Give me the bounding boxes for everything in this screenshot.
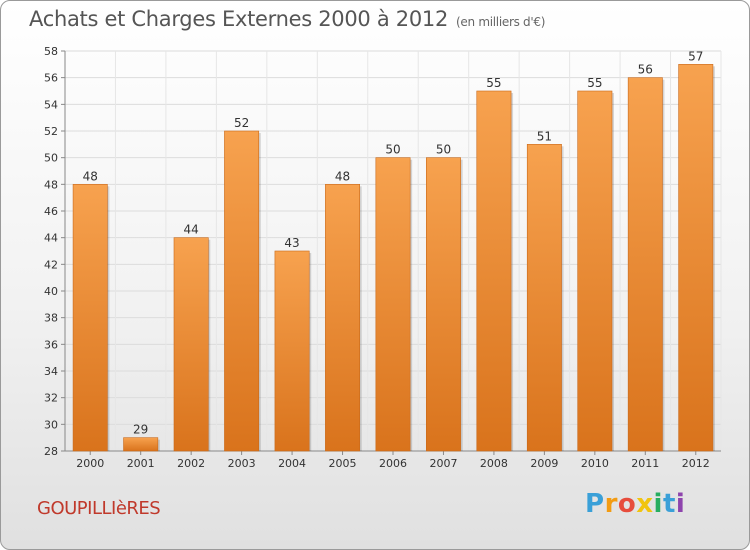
chart-title-text: Achats et Charges Externes 2000 à 2012 <box>29 7 449 31</box>
logo-letter: P <box>585 489 605 519</box>
bar-value-label: 52 <box>234 116 249 130</box>
bars <box>72 64 715 452</box>
bar-value-label: 51 <box>537 129 552 143</box>
y-tick-label: 34 <box>44 365 58 378</box>
bar <box>476 90 512 452</box>
y-tick-label: 28 <box>44 445 58 458</box>
logo-letter: t <box>662 489 676 519</box>
y-tick-label: 38 <box>44 312 58 325</box>
bar-value-label: 43 <box>284 236 299 250</box>
x-tick-label: 2007 <box>429 457 457 470</box>
y-tick-label: 52 <box>44 125 58 138</box>
y-tick-label: 48 <box>44 178 58 191</box>
bar <box>526 144 562 452</box>
y-tick-label: 56 <box>44 72 58 85</box>
x-tick-label: 2005 <box>329 457 357 470</box>
chart-title: Achats et Charges Externes 2000 à 2012 (e… <box>29 7 545 31</box>
x-tick-label: 2001 <box>127 457 155 470</box>
x-tick-label: 2002 <box>177 457 205 470</box>
y-tick-label: 40 <box>44 285 58 298</box>
bar <box>72 184 108 452</box>
x-tick-label: 2011 <box>631 457 659 470</box>
x-tick-label: 2006 <box>379 457 407 470</box>
x-tick-label: 2003 <box>228 457 256 470</box>
logo-letter: i <box>653 489 663 519</box>
bar <box>577 90 613 452</box>
bar-value-label: 56 <box>638 63 653 77</box>
y-tick-label: 36 <box>44 338 58 351</box>
y-tick-label: 54 <box>44 98 58 111</box>
x-tick-label: 2009 <box>530 457 558 470</box>
bar <box>123 437 159 452</box>
labels: 28 30 32 34 36 38 40 42 44 46 48 50 52 54 56 58 48 2000 29… <box>44 45 710 470</box>
x-tick-label: 2008 <box>480 457 508 470</box>
bar-value-label: 55 <box>486 76 501 90</box>
y-tick-label: 50 <box>44 152 58 165</box>
bar <box>426 157 461 452</box>
bar <box>375 157 411 452</box>
bar-value-label: 29 <box>133 423 148 437</box>
x-tick-label: 2012 <box>682 457 710 470</box>
logo-letter: i <box>675 489 686 519</box>
logo-letter: o <box>617 489 637 519</box>
bar-value-label: 55 <box>587 76 602 90</box>
y-tick-label: 58 <box>44 45 58 58</box>
bar <box>274 250 310 452</box>
y-tick-label: 44 <box>44 232 58 245</box>
y-tick-label: 46 <box>44 205 58 218</box>
bar-value-label: 48 <box>335 169 350 183</box>
x-tick-label: 2004 <box>278 457 306 470</box>
logo-letter: x <box>636 489 654 519</box>
location-name: GOUPILLIèRES <box>37 498 161 519</box>
chart-subtitle: (en milliers d'€) <box>456 15 546 29</box>
x-tick-label: 2000 <box>76 457 104 470</box>
bar <box>325 184 360 452</box>
bar-value-label: 57 <box>688 49 703 63</box>
y-tick-label: 32 <box>44 392 58 405</box>
proxiti-logo: Proxiti <box>585 489 685 519</box>
bar <box>678 64 714 452</box>
bar <box>224 130 260 452</box>
bar-value-label: 44 <box>184 223 199 237</box>
bar <box>173 237 209 452</box>
bar-value-label: 48 <box>83 169 98 183</box>
x-tick-label: 2010 <box>581 457 609 470</box>
bar-value-label: 50 <box>436 143 451 157</box>
bar <box>627 77 663 452</box>
bar-value-label: 50 <box>385 143 400 157</box>
y-tick-label: 30 <box>44 418 58 431</box>
y-tick-label: 42 <box>44 258 58 271</box>
logo-letter: r <box>604 489 618 519</box>
